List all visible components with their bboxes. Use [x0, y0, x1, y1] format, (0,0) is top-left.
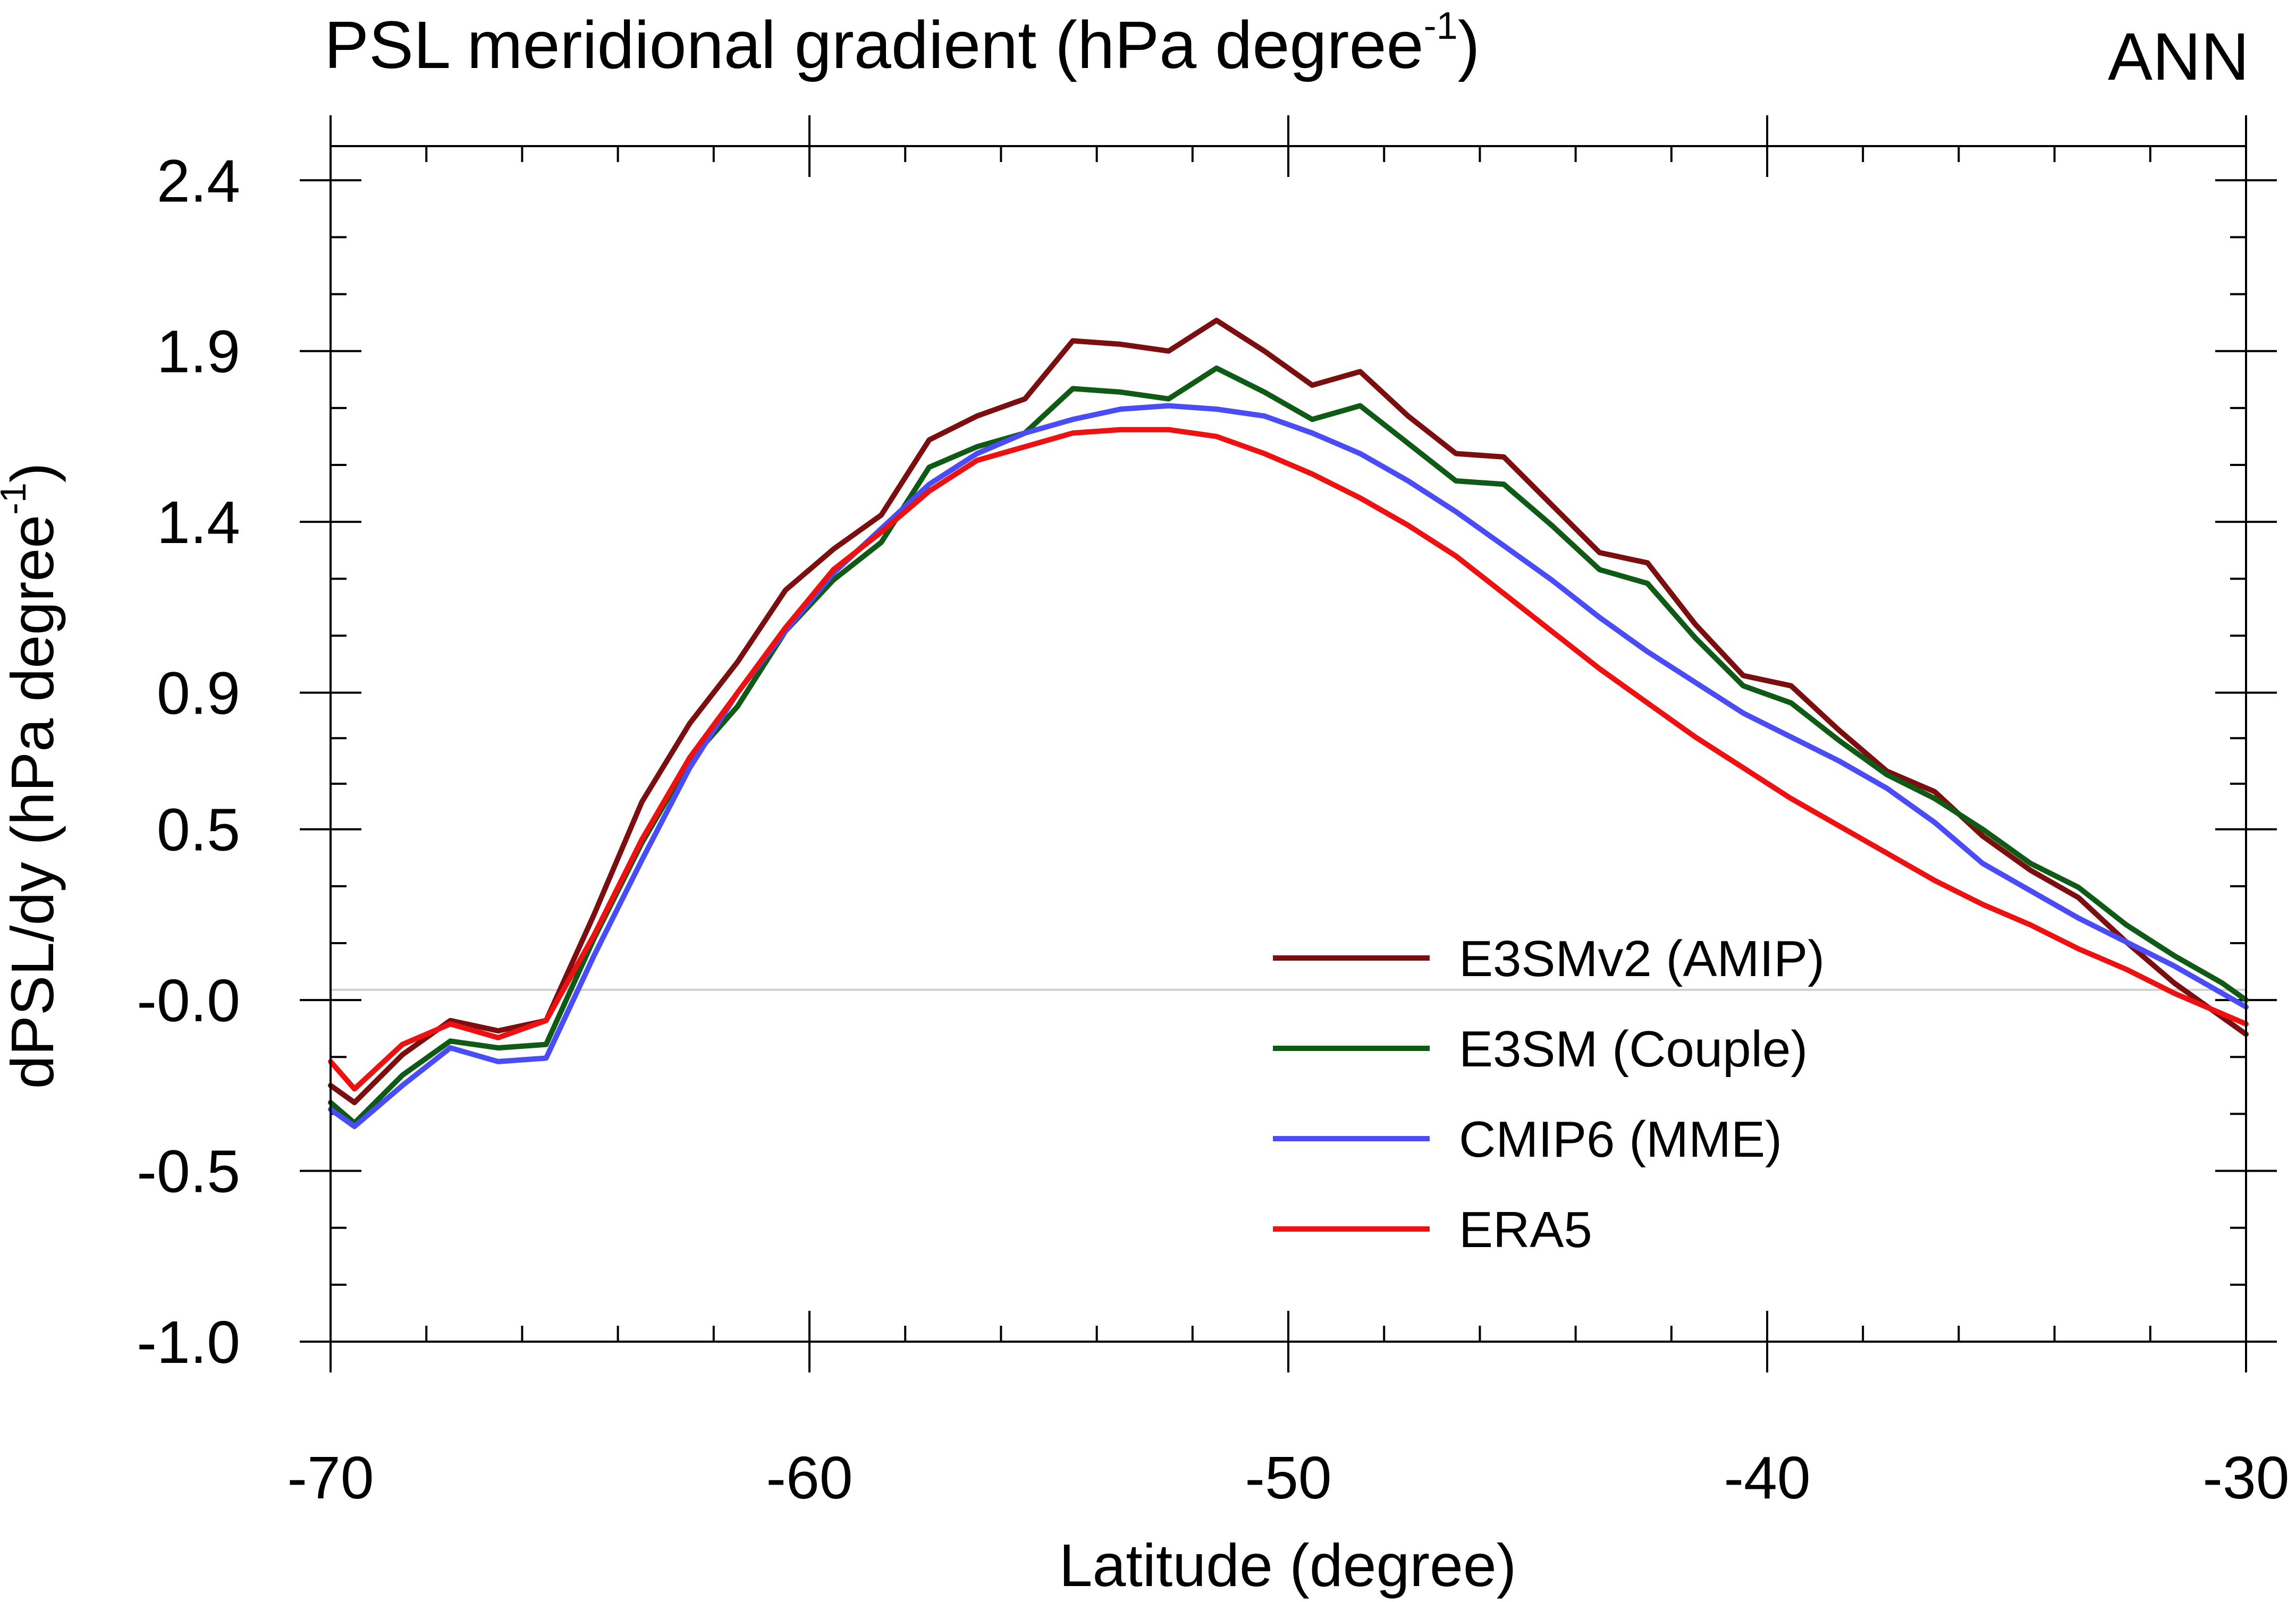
chart-title: PSL meridional gradient (hPa degree-1) [324, 5, 1480, 82]
y-tick-label: 1.4 [157, 489, 240, 556]
series-line-cmip6-mme [328, 403, 2249, 1129]
legend-label: E3SM (Couple) [1459, 1021, 1808, 1078]
y-tick-label: -0.5 [137, 1138, 240, 1205]
x-tick-labels: -70 -60 -50 -40 -30 [287, 1444, 2289, 1511]
legend-label: E3SMv2 (AMIP) [1459, 930, 1825, 987]
title-text: PSL meridional gradient (hPa degree [324, 7, 1424, 82]
legend-label: CMIP6 (MME) [1459, 1111, 1782, 1168]
x-tick-label: -60 [766, 1444, 852, 1511]
y-tick-label: -0.0 [137, 967, 240, 1034]
series-line-e3smv2-amip [328, 317, 2249, 1105]
y-tick-label: 2.4 [157, 147, 240, 214]
x-tick-label: -40 [1724, 1444, 1810, 1511]
legend: E3SMv2 (AMIP) E3SM (Couple) CMIP6 (MME) ERA… [1273, 930, 1825, 1258]
x-tick-label: -50 [1245, 1444, 1331, 1511]
y-axis-title-superscript: -1 [0, 482, 33, 514]
y-axis-title: dPSL/dy (hPa degree-1) [0, 463, 66, 1089]
y-tick-label: 0.5 [157, 796, 240, 863]
x-axis-title: Latitude (degree) [1059, 1532, 1517, 1599]
x-tick-label: -70 [287, 1444, 374, 1511]
y-tick-label: -1.0 [137, 1309, 240, 1376]
y-axis-title-close: ) [0, 463, 66, 483]
series-line-e3sm-couple [328, 365, 2249, 1126]
title-superscript: -1 [1424, 5, 1458, 47]
axis-ticks [300, 115, 2277, 1372]
y-tick-label: 1.9 [157, 318, 240, 385]
y-tick-labels: -1.0 -0.5 -0.0 0.5 0.9 1.4 1.9 2.4 [137, 147, 240, 1376]
legend-label: ERA5 [1459, 1201, 1592, 1258]
x-tick-label: -30 [2202, 1444, 2289, 1511]
series-line-era5 [328, 427, 2249, 1092]
season-label: ANN [2108, 19, 2249, 94]
y-axis-title-text: dPSL/dy (hPa degree [0, 515, 66, 1089]
y-tick-label: 0.9 [157, 660, 240, 727]
title-close: ) [1458, 7, 1480, 82]
series-lines [328, 317, 2249, 1129]
plot-frame [330, 145, 2247, 1343]
